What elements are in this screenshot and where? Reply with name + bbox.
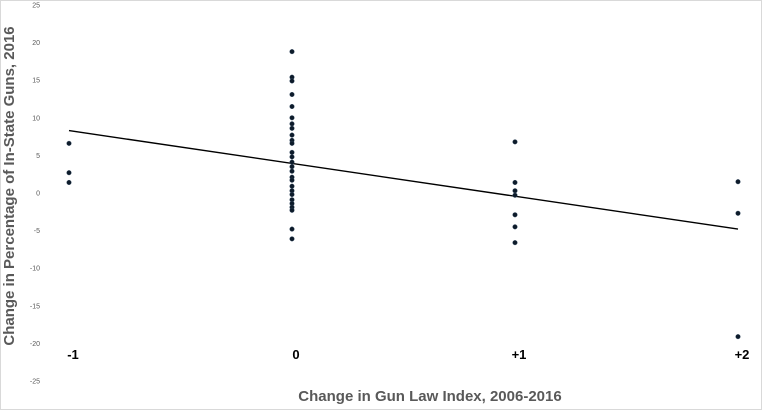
data-point [289, 183, 295, 189]
data-point [289, 121, 295, 127]
data-point [66, 170, 72, 176]
y-axis-ticks: 25 20 15 10 5 0 -5 -10 -15 -20 -25 [30, 3, 40, 386]
data-point [66, 140, 72, 146]
trendline-group [68, 129, 739, 230]
y-tick-label: -5 [34, 228, 40, 235]
data-point [735, 334, 741, 340]
y-tick-label: -15 [30, 303, 40, 310]
data-point [289, 78, 295, 84]
data-point [289, 154, 295, 160]
data-point [512, 188, 518, 194]
y-tick-label: 10 [32, 115, 40, 122]
data-point [289, 125, 295, 131]
x-axis-ticks: -1 0 +1 +2 [67, 347, 749, 362]
data-point [512, 139, 518, 145]
y-tick-label: 25 [32, 3, 40, 10]
data-point [66, 179, 72, 185]
data-point [289, 132, 295, 138]
data-point [289, 91, 295, 97]
x-tick-label: +1 [512, 347, 527, 362]
data-point [512, 224, 518, 230]
y-tick-label: -20 [30, 341, 40, 348]
data-point [512, 212, 518, 218]
y-axis-title: Change in Percentage of In-State Guns, 2… [1, 26, 18, 345]
trendline [68, 129, 739, 230]
data-point [512, 192, 518, 198]
y-tick-label: 0 [36, 191, 40, 198]
data-point [735, 179, 741, 185]
data-point [289, 192, 295, 198]
data-point [512, 240, 518, 246]
data-point [289, 149, 295, 155]
y-tick-label: -10 [30, 266, 40, 273]
y-tick-label: -25 [30, 379, 40, 386]
x-tick-label: +2 [735, 347, 750, 362]
data-point [289, 159, 295, 165]
data-point [289, 140, 295, 146]
data-point [289, 49, 295, 55]
x-tick-label: 0 [292, 347, 299, 362]
x-axis-title: Change in Gun Law Index, 2006-2016 [298, 388, 561, 405]
data-point [289, 168, 295, 174]
data-points [66, 49, 741, 340]
data-point [289, 177, 295, 183]
data-point [512, 179, 518, 185]
data-point [289, 236, 295, 242]
data-point [289, 226, 295, 232]
y-tick-label: 20 [32, 40, 40, 47]
data-point [289, 164, 295, 170]
data-point [289, 104, 295, 110]
x-tick-label: -1 [67, 347, 79, 362]
y-tick-label: 5 [36, 153, 40, 160]
y-tick-label: 15 [32, 78, 40, 85]
data-point [289, 115, 295, 121]
data-point [289, 207, 295, 213]
data-point [735, 210, 741, 216]
